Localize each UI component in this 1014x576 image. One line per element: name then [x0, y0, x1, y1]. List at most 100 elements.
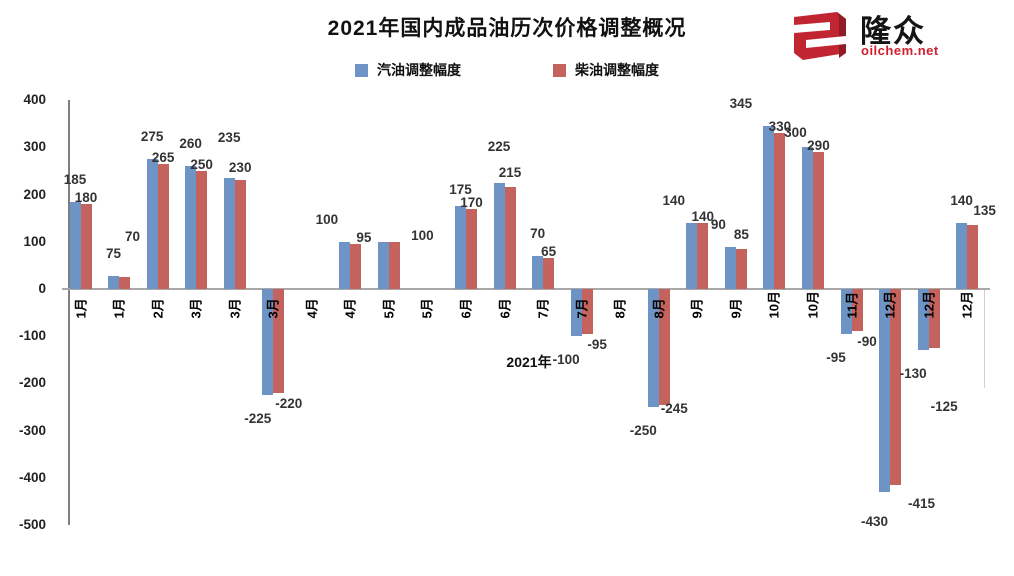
gasoline-value-label: 90: [710, 216, 726, 232]
y-tick-label: -100: [18, 328, 46, 344]
gasoline-value-label: -250: [629, 423, 657, 439]
gasoline-bar: [840, 289, 852, 334]
gasoline-value-label: 185: [63, 171, 87, 187]
gasoline-value-label: 260: [179, 136, 202, 152]
gasoline-value-label: -95: [826, 349, 846, 365]
plot-right-border: [984, 289, 985, 388]
gasoline-bar: [185, 166, 197, 289]
oilchem-logo: 隆众 oilchem.net: [790, 6, 1000, 66]
diesel-bar: [388, 241, 400, 289]
diesel-value-label: 100: [411, 227, 434, 243]
x-axis-label: 3月: [188, 298, 204, 319]
diesel-value-label: -415: [908, 495, 936, 511]
gasoline-value-label: -430: [861, 514, 889, 530]
x-axis-label: 4月: [342, 298, 358, 319]
logo-site-text: oilchem.net: [861, 43, 939, 58]
oilchem-logo-mark-icon: [794, 12, 846, 60]
y-tick-label: 200: [23, 186, 46, 202]
x-axis-title: 2021年: [506, 354, 552, 370]
x-axis-label: 2月: [150, 298, 166, 319]
logo-brand-text: 隆众: [860, 14, 926, 49]
diesel-bar: [658, 289, 670, 405]
diesel-bar: [697, 222, 709, 289]
diesel-value-label: 265: [151, 149, 175, 165]
gasoline-bar: [69, 201, 81, 289]
gasoline-bar: [763, 126, 775, 289]
diesel-bar: [890, 289, 902, 485]
diesel-value-label: -245: [660, 400, 688, 416]
diesel-value-label: -90: [857, 334, 877, 350]
gasoline-bar: [377, 241, 389, 289]
gasoline-bar: [223, 178, 235, 289]
diesel-bar: [967, 225, 979, 289]
y-tick-label: 100: [23, 233, 46, 249]
legend-item-diesel: 柴油调整幅度: [553, 60, 659, 80]
diesel-bar: [774, 133, 786, 289]
x-axis-label: 8月: [651, 298, 667, 319]
x-axis-label: 1月: [111, 298, 127, 319]
legend-item-gasoline: 汽油调整幅度: [355, 60, 461, 80]
y-tick-label: -400: [18, 469, 46, 485]
gasoline-value-label: 235: [217, 130, 241, 146]
gasoline-bar: [493, 182, 505, 289]
x-axis-label: 9月: [728, 298, 744, 319]
gasoline-bar: [647, 289, 659, 408]
x-axis-label: 8月: [612, 298, 628, 319]
gasoline-value-label: 345: [729, 96, 753, 112]
diesel-bar: [928, 289, 940, 349]
x-axis-label: 11月: [844, 291, 859, 319]
diesel-value-label: 215: [498, 165, 522, 181]
gasoline-value-label: 140: [950, 192, 973, 208]
zero-axis-line: [62, 288, 990, 290]
diesel-swatch-icon: [553, 63, 566, 77]
diesel-bar: [812, 152, 824, 289]
x-axis-label: 10月: [805, 291, 821, 319]
gasoline-bar: [146, 159, 158, 289]
gasoline-bar: [262, 289, 274, 396]
diesel-bar: [735, 248, 747, 289]
x-axis-label: 6月: [458, 298, 474, 319]
gasoline-bar: [455, 206, 466, 289]
gasoline-bar: [339, 241, 351, 289]
gasoline-swatch-icon: [355, 63, 368, 77]
gasoline-bar: [879, 289, 891, 493]
x-axis-label: 3月: [265, 298, 281, 319]
x-axis-label: 6月: [497, 298, 513, 319]
x-axis-label: 4月: [304, 298, 320, 319]
legend-label-diesel: 柴油调整幅度: [575, 62, 659, 78]
diesel-value-label: 330: [768, 119, 792, 135]
gasoline-bar: [108, 275, 120, 289]
gasoline-value-label: 75: [106, 245, 122, 261]
y-axis-line: [68, 100, 70, 525]
x-axis-label: 12月: [959, 291, 975, 319]
diesel-bar: [851, 289, 863, 332]
legend: 汽油调整幅度 柴油调整幅度: [0, 58, 1014, 82]
diesel-value-label: -95: [587, 336, 607, 352]
x-axis-label: 5月: [381, 298, 397, 319]
x-axis-label: 12月: [921, 291, 937, 319]
x-axis-label: 3月: [227, 298, 243, 319]
diesel-bar: [157, 163, 169, 289]
diesel-bar: [273, 289, 285, 393]
diesel-value-label: 95: [356, 230, 372, 246]
x-axis-label: 5月: [419, 298, 435, 319]
gasoline-value-label: -100: [552, 352, 580, 368]
diesel-value-label: 290: [807, 138, 830, 154]
x-axis-label: 1月: [73, 298, 88, 319]
gasoline-value-label: 100: [315, 211, 339, 227]
diesel-value-label: 85: [733, 226, 749, 242]
diesel-value-label: -220: [275, 395, 303, 411]
gasoline-value-label: 70: [530, 225, 546, 241]
gasoline-bar: [570, 289, 582, 337]
gasoline-bar: [532, 255, 544, 289]
gasoline-value-label: 225: [487, 138, 511, 154]
y-tick-label: -300: [18, 422, 46, 438]
gasoline-bar: [801, 147, 813, 289]
chart-title: 2021年国内成品油历次价格调整概况: [327, 17, 687, 40]
gasoline-bar: [724, 246, 736, 289]
diesel-bar: [466, 208, 477, 289]
diesel-value-label: 230: [228, 160, 252, 176]
diesel-value-label: 250: [190, 156, 213, 172]
